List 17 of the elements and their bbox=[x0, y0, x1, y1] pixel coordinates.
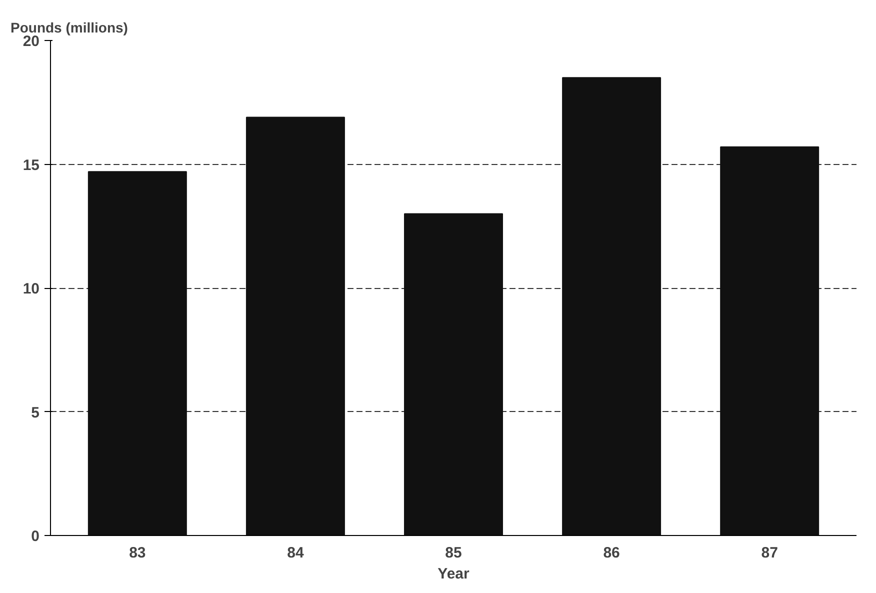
x-tick-label: 84 bbox=[287, 544, 304, 562]
bar bbox=[404, 213, 503, 536]
x-axis-title: Year bbox=[438, 566, 470, 582]
bar bbox=[720, 146, 820, 536]
bar bbox=[88, 171, 187, 536]
y-axis-title: Pounds (millions) bbox=[10, 20, 128, 36]
bar bbox=[246, 116, 345, 536]
y-tick-label: 0 bbox=[31, 528, 40, 545]
y-tick-label: 15 bbox=[22, 156, 40, 174]
x-tick-label: 85 bbox=[445, 544, 462, 562]
x-tick-label: 87 bbox=[761, 544, 778, 562]
x-tick-label: 86 bbox=[603, 544, 620, 562]
y-tick-label: 5 bbox=[31, 404, 40, 422]
y-tick-label: 20 bbox=[22, 33, 40, 50]
x-tick-label: 83 bbox=[129, 544, 146, 562]
y-tick-label: 10 bbox=[22, 280, 40, 298]
bar bbox=[562, 77, 662, 536]
